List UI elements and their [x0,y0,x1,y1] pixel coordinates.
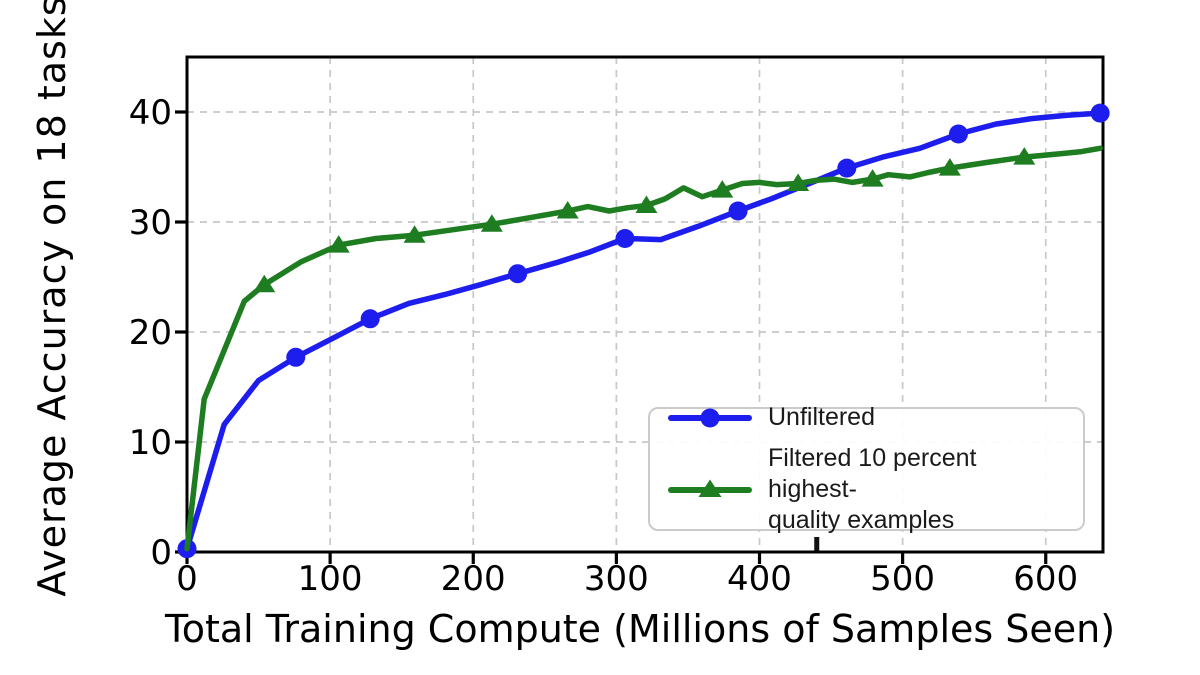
axis-stray-mark [814,537,820,552]
series-1-marker-triangle [635,195,658,213]
y-tick-label: 0 [150,533,172,573]
x-axis-title: Total Training Compute (Millions of Samp… [164,607,1116,651]
series-0-marker-circle [286,347,306,367]
x-tick-label: 600 [1013,559,1078,599]
series-1-marker-triangle [711,180,734,198]
series-1-marker-triangle [327,235,350,253]
x-tick-label: 400 [727,559,792,599]
y-axis-title: Average Accuracy on 18 tasks [30,0,74,597]
series-1-marker-triangle [403,225,426,243]
legend-label-unfiltered: Unfiltered [768,403,875,431]
series-0-marker-circle [508,264,528,284]
x-tick-label: 200 [441,559,506,599]
series-1-marker-triangle [1013,147,1036,165]
series-1-marker-triangle [861,169,884,187]
series-1-marker-triangle [480,214,503,232]
x-tick-label: 0 [176,559,198,599]
series-1-marker-triangle [556,201,579,219]
series-0-marker-circle [837,158,857,178]
series-0-marker-circle [615,229,635,248]
legend-item-unfiltered: Unfiltered [668,402,1071,433]
y-tick-label: 30 [129,203,172,243]
y-tick-label: 20 [129,313,172,353]
series-0-marker-circle [948,124,968,144]
series-0-marker-circle [360,309,380,329]
plot-border [185,55,1105,554]
x-tick-label: 300 [584,559,649,599]
series-0-marker-circle [728,201,748,221]
x-tick-label: 100 [298,559,363,599]
y-tick-label: 40 [129,93,172,133]
y-tick-label: 10 [129,423,172,463]
unfiltered-line-marker-icon [668,408,752,427]
series-1-marker-triangle [787,173,810,191]
x-tick-label: 500 [870,559,935,599]
legend-label-filtered: Filtered 10 percent highest- quality exa… [768,444,977,534]
legend-item-filtered: Filtered 10 percent highest- quality exa… [668,443,1071,536]
series-0-marker-circle [1090,103,1110,123]
filtered-line-marker-icon [668,479,752,497]
series-line-1 [184,145,1103,552]
series-1-marker-triangle [253,274,276,293]
series-1-marker-triangle [938,158,961,176]
legend: Unfiltered Filtered 10 percent highest- … [648,403,1085,534]
